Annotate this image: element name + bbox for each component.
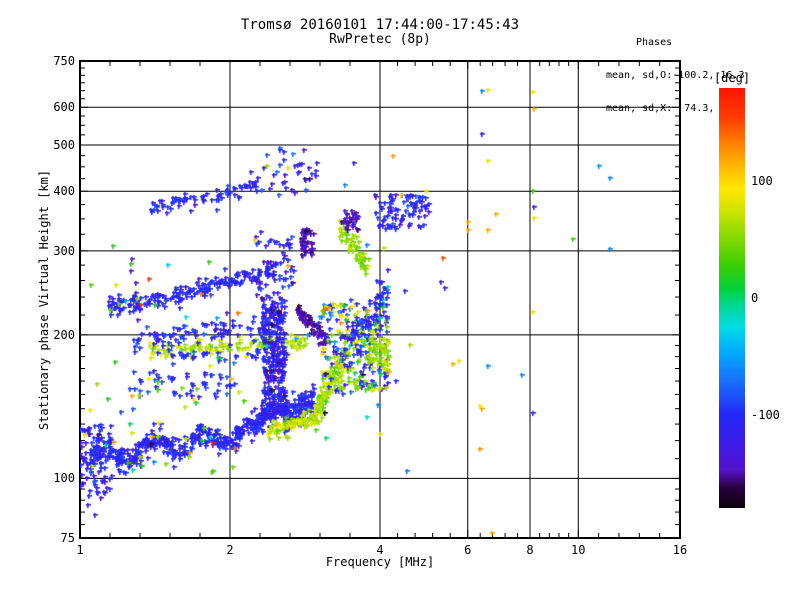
chart-title: Tromsø 20160101 17:44:00-17:45:43 [240,17,520,33]
y-tick-label: 100 [53,471,75,486]
colorbar-tick-label: 100 [751,174,773,189]
y-tick-label: 500 [53,137,75,152]
x-tick-label: 1 [76,543,84,557]
x-axis-label: Frequency [MHz] [325,555,435,569]
phase-stats-header: Phases [636,37,673,48]
y-tick-label: 400 [53,184,75,199]
y-tick-label: 300 [53,243,75,258]
colorbar-gradient [719,88,745,508]
x-tick-label: 16 [672,543,688,557]
x-tick-label: 2 [226,543,234,557]
colorbar-tick-label: 0 [751,291,759,305]
x-tick-label: 4 [376,543,384,557]
x-tick-label: 10 [571,543,586,557]
scatter-points-canvas [80,61,680,538]
y-axis-label: Stationary phase Virtual Height [km] [37,169,51,431]
x-tick-label: 6 [464,543,472,557]
y-tick-label: 75 [60,531,75,545]
colorbar-label: [deg] [713,71,751,85]
y-tick-label: 750 [53,54,75,68]
chart-subtitle: RwPretec (8p) [329,32,431,47]
y-tick-label: 600 [53,100,75,115]
y-tick-label: 200 [53,327,75,342]
x-tick-label: 8 [526,543,534,557]
colorbar-tick-label: -100 [751,407,780,422]
